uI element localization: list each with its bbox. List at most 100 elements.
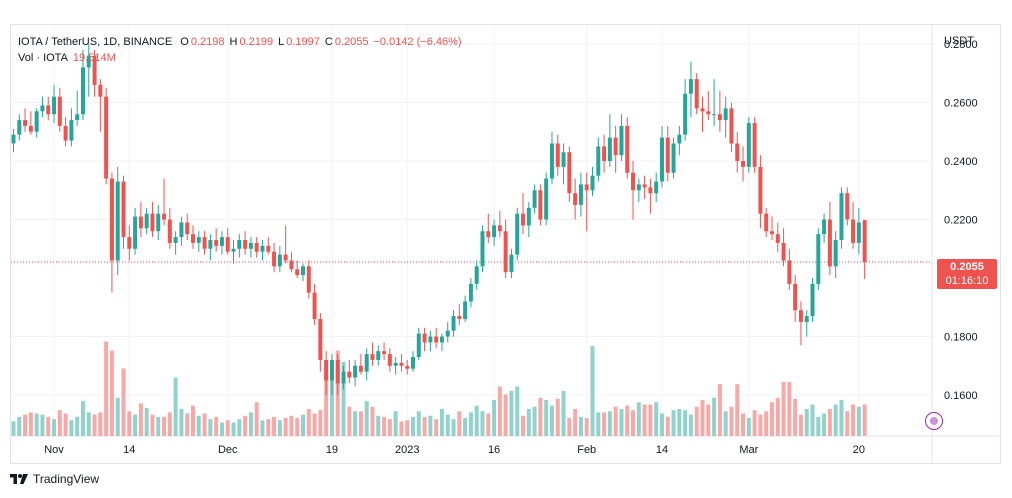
volume-bar	[104, 341, 109, 436]
volume-value: 19.514M	[72, 52, 116, 64]
candle-body	[492, 225, 497, 238]
volume-bar	[231, 422, 236, 436]
symbol-title[interactable]: IOTA / TetherUS, 1D, BINANCE	[18, 36, 173, 48]
volume-bar	[567, 418, 572, 436]
volume-bar	[393, 411, 398, 436]
volume-bar	[254, 402, 259, 436]
volume-bar	[40, 414, 45, 436]
candle-body	[277, 254, 282, 267]
candle-body	[741, 161, 746, 167]
volume-bar	[248, 412, 253, 436]
volume-bar	[445, 414, 450, 436]
volume-bar	[706, 404, 711, 436]
volume-bar	[358, 411, 363, 436]
candle-body	[86, 55, 91, 68]
volume-bar	[735, 384, 740, 436]
volume-bar	[717, 384, 722, 436]
volume-bar	[636, 402, 641, 436]
candle-body	[561, 152, 566, 167]
candle-body	[329, 359, 334, 381]
price-tick-label: 0.1600	[944, 390, 978, 402]
last-price-tag: 0.2055 01:16:10	[937, 259, 997, 289]
candle-body	[602, 146, 607, 162]
auto-scale-icon[interactable]	[925, 412, 943, 430]
volume-bar	[665, 416, 670, 436]
candle-body	[115, 181, 120, 261]
price-tick-label: 0.1800	[944, 332, 978, 344]
candle-body	[717, 114, 722, 121]
candle-body	[75, 114, 80, 121]
volume-bar	[775, 397, 780, 436]
candle-body	[80, 67, 85, 115]
candle-body	[364, 354, 369, 372]
volume-bar	[492, 400, 497, 436]
volume-bar	[382, 416, 387, 436]
volume-bar	[839, 400, 844, 436]
candle-body	[746, 122, 751, 167]
volume-bar	[607, 411, 612, 436]
candle-body	[816, 234, 821, 284]
candle-body	[301, 266, 305, 276]
time-tick-label: Mar	[739, 444, 758, 456]
time-tick-label: 19	[326, 444, 338, 456]
volume-bar	[758, 414, 763, 436]
volume-bar	[596, 412, 601, 436]
candle-body	[133, 216, 138, 249]
volume-bar	[156, 416, 161, 436]
volume-bar	[723, 411, 728, 436]
candle-body	[468, 283, 473, 302]
candle-body	[521, 213, 526, 226]
volume-legend-row: Vol · IOTA 19.514M	[18, 50, 462, 66]
candle-body	[347, 371, 352, 378]
volume-bar	[185, 413, 190, 436]
chart-frame	[10, 24, 1001, 464]
volume-bar	[167, 412, 172, 436]
footer-branding[interactable]: TradingView	[10, 472, 99, 486]
volume-bar	[578, 416, 583, 436]
volume-bar	[225, 420, 230, 436]
volume-bar	[602, 412, 607, 436]
candle-body	[150, 213, 155, 232]
low-label: L	[278, 36, 285, 48]
volume-bar	[277, 420, 282, 436]
volume-label[interactable]: Vol · IOTA	[18, 52, 68, 64]
candle-body	[422, 333, 427, 343]
volume-bar	[370, 406, 375, 436]
last-price-value: 0.2055	[950, 261, 984, 273]
volume-bar	[625, 405, 630, 436]
candle-body	[219, 237, 224, 246]
candle-body	[225, 237, 230, 252]
candle-body	[104, 96, 109, 179]
candle-body	[341, 371, 346, 384]
price-tick-label: 0.2400	[944, 156, 978, 168]
volume-bar	[405, 420, 410, 436]
candle-body	[237, 240, 242, 249]
volume-bar	[480, 411, 485, 436]
candle-body	[439, 336, 444, 343]
candle-body	[289, 260, 294, 270]
volume-bar	[347, 406, 352, 436]
candle-body	[34, 111, 39, 132]
candle-body	[23, 120, 28, 126]
volume-bar	[700, 400, 705, 436]
candle-body	[677, 134, 682, 144]
candle-body	[416, 333, 421, 358]
volume-bar	[289, 415, 294, 436]
volume-bar	[526, 409, 531, 436]
price-tick-label: 0.2800	[944, 39, 978, 51]
candle-body	[688, 79, 693, 94]
candle-body	[167, 219, 172, 243]
volume-bar	[295, 418, 300, 436]
volume-bar	[364, 401, 369, 436]
candle-body	[526, 207, 531, 226]
volume-bar	[521, 415, 526, 436]
volume-bar	[833, 404, 838, 436]
candle-body	[723, 108, 728, 121]
volume-bar	[590, 346, 595, 436]
volume-bar	[86, 412, 91, 436]
volume-bar	[138, 403, 143, 436]
volume-bar	[219, 422, 224, 436]
candle-body	[631, 172, 636, 191]
volume-bar	[324, 368, 329, 436]
